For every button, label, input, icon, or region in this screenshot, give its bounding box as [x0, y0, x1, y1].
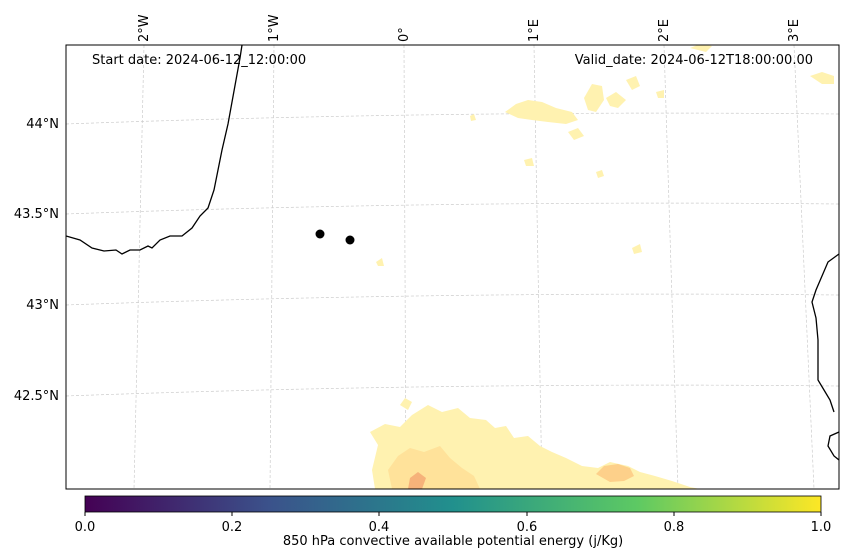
- lat-label-44: 44°N: [26, 117, 59, 132]
- map-frame: [65, 44, 840, 490]
- longitude-gridlines: [133, 45, 815, 489]
- lon-label-0: 0°: [397, 27, 412, 42]
- colorbar-label: 850 hPa convective available potential e…: [283, 534, 623, 549]
- lat-label-42-5: 42.5°N: [14, 389, 59, 404]
- lat-label-43: 43°N: [26, 298, 59, 313]
- cape-region-south-peak: [408, 472, 426, 489]
- longitude-labels: 2°W 1°W 0° 1°E 2°E 3°E: [137, 14, 802, 42]
- colorbar: [84, 495, 822, 513]
- colorbar-ticks: [84, 512, 822, 516]
- lat-label-43-5: 43.5°N: [14, 207, 59, 222]
- lon-label-1e: 1°E: [527, 19, 542, 42]
- coastline: [66, 45, 839, 461]
- valid-date-label: Valid_date: 2024-06-12T18:00:00.00: [575, 53, 813, 68]
- colorbar-tick-3: 0.6: [517, 520, 538, 535]
- point-1-marker: [315, 229, 325, 239]
- start-date-label: Start date: 2024-06-12_12:00:00: [92, 53, 306, 68]
- colorbar-tick-1: 0.2: [222, 520, 243, 535]
- cape-region-east-core: [596, 464, 634, 482]
- colorbar-tick-0: 0.0: [75, 520, 96, 535]
- lon-label-2w: 2°W: [137, 14, 152, 42]
- colorbar-tick-5: 1.0: [811, 520, 832, 535]
- cape-field: [370, 45, 834, 489]
- lon-label-3e: 3°E: [787, 19, 802, 42]
- latitude-gridlines: [66, 112, 839, 397]
- colorbar-tick-4: 0.8: [664, 520, 685, 535]
- lon-label-1w: 1°W: [267, 14, 282, 42]
- point-2-marker: [345, 235, 355, 245]
- colorbar-tick-labels: 0.0 0.2 0.4 0.6 0.8 1.0: [75, 520, 832, 535]
- colorbar-tick-2: 0.4: [369, 520, 390, 535]
- latitude-labels: 44°N 43.5°N 43°N 42.5°N: [14, 117, 59, 404]
- lon-label-2e: 2°E: [657, 19, 672, 42]
